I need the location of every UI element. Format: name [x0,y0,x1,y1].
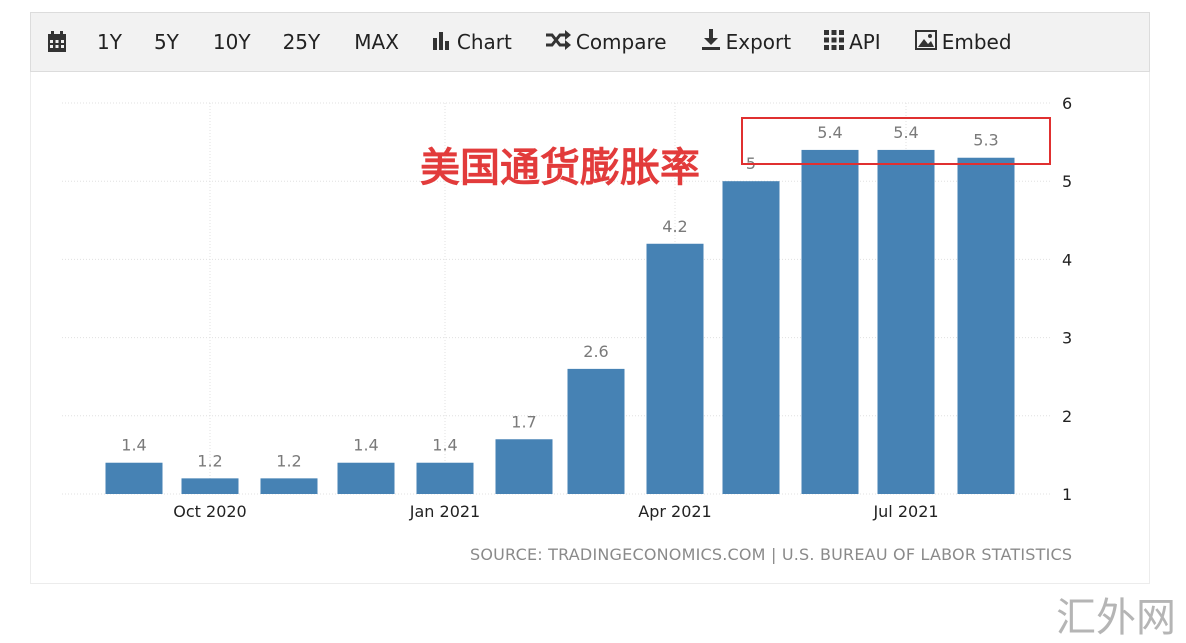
x-tick-label: Oct 2020 [173,502,246,521]
bar [957,157,1015,495]
bar [416,462,474,494]
range-25y-label: 25Y [282,30,321,54]
bar-value-label: 5.4 [893,123,918,142]
bar [337,462,395,494]
grid-icon [824,29,845,55]
chart-button[interactable]: Chart [432,13,512,71]
chart-button-label: Chart [456,30,512,54]
y-tick-label: 1 [1062,485,1072,504]
chart-toolbar: 1Y 5Y 10Y 25Y MAX Chart Compare Export A… [30,12,1150,72]
image-icon [914,29,937,55]
watermark-text: 汇外网 [1056,595,1176,641]
range-10y-button[interactable]: 10Y [213,13,251,71]
annotation-highlight-box [741,117,1051,165]
bar [877,149,935,495]
bar-value-label: 1.4 [353,436,378,455]
bar-value-label: 2.6 [583,342,608,361]
y-tick-label: 4 [1062,250,1072,269]
shuffle-icon [545,29,571,55]
range-10y-label: 10Y [212,30,251,54]
range-max-button[interactable]: MAX [354,13,399,71]
range-1y-button[interactable]: 1Y [97,13,122,71]
annotation-label: 美国通货膨胀率 [420,145,700,191]
bar-value-label: 1.2 [276,451,301,470]
api-button[interactable]: API [824,13,881,71]
bar [105,462,163,494]
bar-value-label: 1.7 [511,412,536,431]
bar-value-label: 5.3 [973,131,998,150]
bar [567,368,625,494]
range-5y-label: 5Y [153,30,179,54]
bar-value-label: 1.2 [197,451,222,470]
x-tick-label: Apr 2021 [638,502,711,521]
bar-value-label: 4.2 [662,217,687,236]
x-tick-label: Jan 2021 [409,502,480,521]
x-tick-label: Jul 2021 [872,502,938,521]
bar [181,478,239,494]
api-button-label: API [849,30,881,54]
range-5y-button[interactable]: 5Y [154,13,179,71]
y-tick-label: 5 [1062,172,1072,191]
bar [646,243,704,494]
bar-value-label: 1.4 [121,436,146,455]
bar-chart-icon [432,30,452,55]
bar [495,439,553,494]
bar-value-label: 5.4 [817,123,842,142]
compare-button[interactable]: Compare [545,13,667,71]
y-tick-label: 3 [1062,329,1072,348]
export-button-label: Export [725,30,792,54]
range-1y-label: 1Y [97,30,122,54]
embed-button[interactable]: Embed [914,13,1012,71]
calendar-icon[interactable] [47,13,67,71]
y-tick-label: 2 [1062,407,1072,426]
embed-button-label: Embed [941,30,1012,54]
bar [801,149,859,495]
range-25y-button[interactable]: 25Y [283,13,321,71]
download-icon [701,28,721,56]
range-max-label: MAX [354,30,399,54]
compare-button-label: Compare [575,30,667,54]
chart-panel [30,72,1150,584]
y-tick-label: 6 [1062,94,1072,113]
bar-value-label: 1.4 [432,436,457,455]
export-button[interactable]: Export [701,13,791,71]
bar [722,181,780,494]
source-caption: SOURCE: TRADINGECONOMICS.COM | U.S. BURE… [470,545,1073,564]
bar [260,478,318,494]
